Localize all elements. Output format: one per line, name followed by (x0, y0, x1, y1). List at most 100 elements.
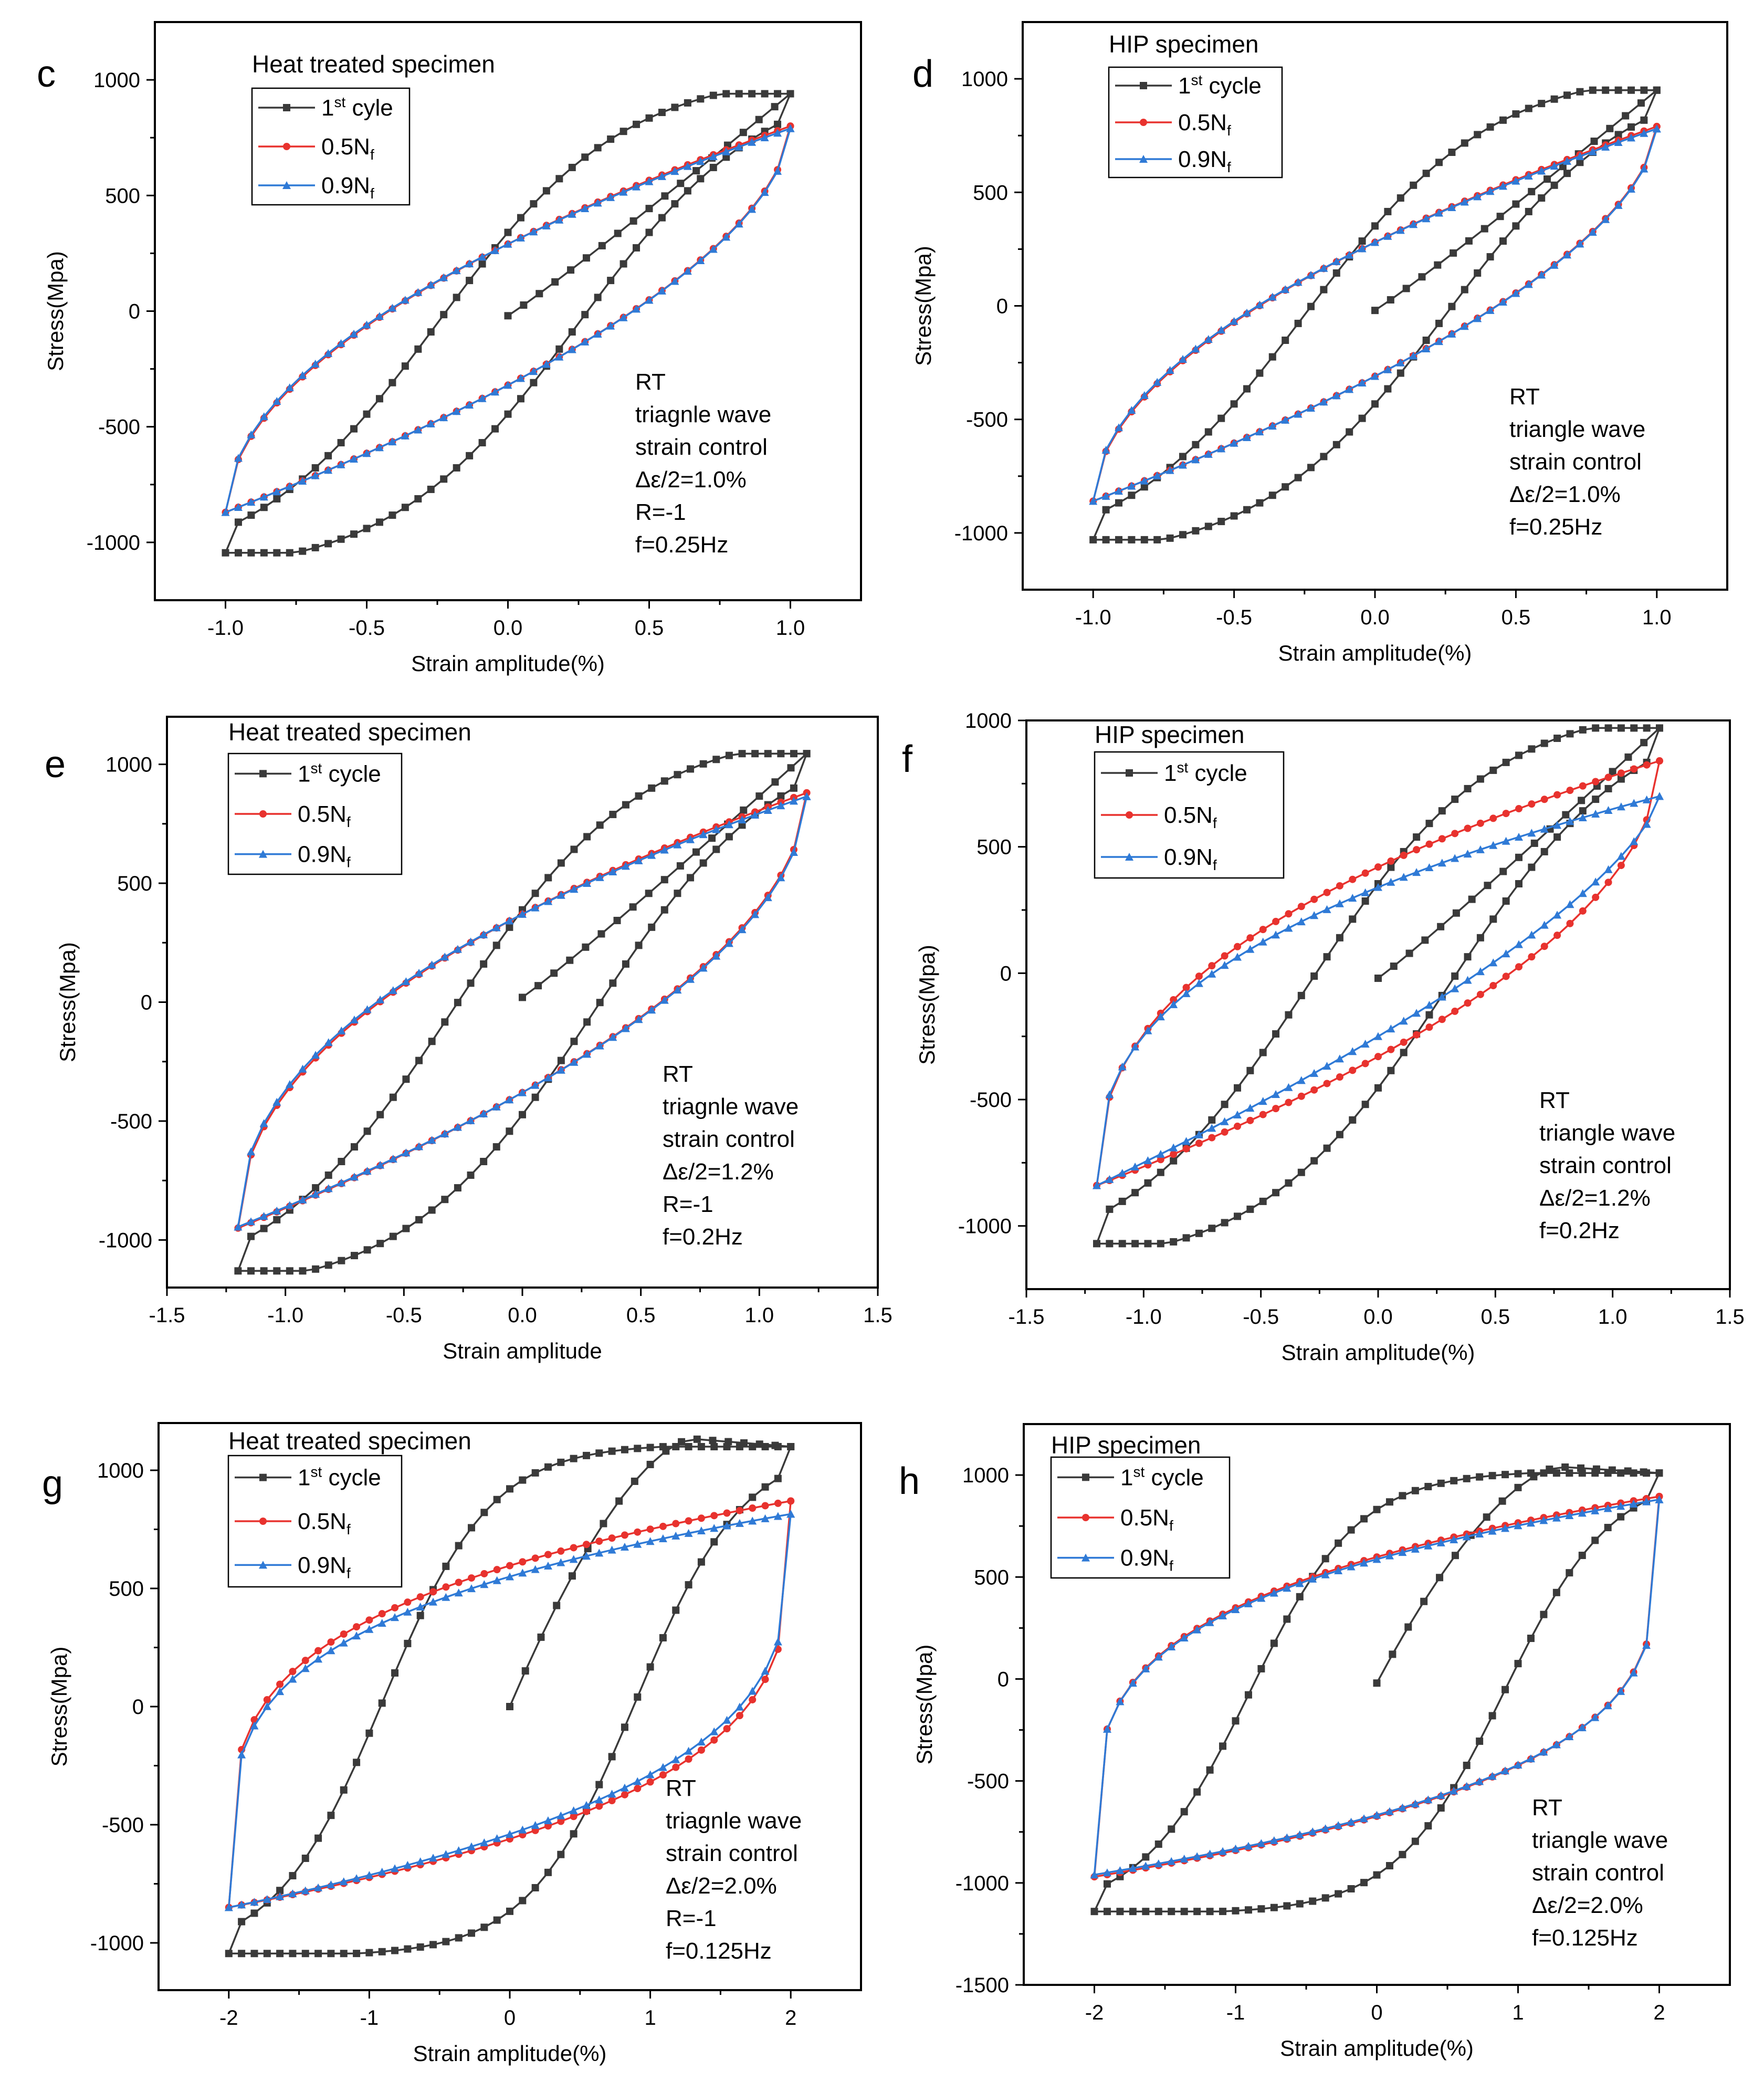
legend-label-main: 0.9N (1120, 1545, 1169, 1571)
data-point (1514, 1483, 1522, 1491)
data-point (1371, 400, 1379, 408)
data-point (1627, 184, 1635, 193)
data-point (621, 1723, 628, 1731)
data-point (1093, 1240, 1100, 1248)
legend-marker (1140, 82, 1147, 89)
data-point (427, 960, 436, 969)
data-point (1144, 1240, 1152, 1248)
data-point (619, 187, 628, 196)
data-point (1540, 824, 1549, 833)
data-point (1115, 499, 1122, 507)
data-point (755, 792, 763, 800)
data-point (620, 128, 627, 135)
legend-label: 1st cycle (1120, 1463, 1204, 1490)
data-point (480, 960, 488, 968)
y-tick-label: 500 (117, 872, 152, 895)
data-point (1624, 1467, 1632, 1475)
legend-marker (259, 1473, 267, 1481)
data-point (416, 1943, 424, 1951)
data-point (1474, 269, 1482, 277)
data-point (621, 862, 630, 870)
data-point (519, 1897, 527, 1905)
data-point (1361, 888, 1370, 896)
data-point (557, 1850, 565, 1858)
legend-marker (1140, 119, 1147, 126)
x-tick-label: 0.0 (494, 616, 523, 640)
data-point (1473, 314, 1482, 322)
data-point (755, 116, 763, 123)
data-point (1283, 1584, 1292, 1592)
data-point (1270, 1903, 1278, 1911)
data-point (503, 381, 512, 389)
data-point (1208, 1124, 1216, 1132)
data-point (673, 986, 682, 994)
data-point (301, 1664, 310, 1672)
data-point (710, 1538, 718, 1546)
data-point (1502, 949, 1510, 958)
legend-label-main: 0.5N (298, 801, 346, 827)
legend-label-sup: st (334, 94, 345, 110)
data-point (1358, 237, 1366, 245)
data-point (556, 1065, 565, 1074)
data-point (634, 856, 643, 864)
data-point (1566, 787, 1574, 794)
annotation-line: f=0.125Hz (666, 1938, 772, 1964)
data-point (1483, 1513, 1490, 1521)
data-point (1221, 952, 1228, 960)
data-point (1400, 851, 1408, 859)
data-point (480, 1580, 489, 1588)
data-point (478, 260, 486, 268)
data-point (426, 280, 435, 289)
data-point (298, 476, 307, 485)
data-point (1604, 724, 1612, 732)
y-tick-label: 0 (129, 300, 140, 323)
data-point (505, 1095, 514, 1104)
data-point (466, 277, 474, 285)
data-point (672, 1443, 680, 1450)
data-point (1387, 1066, 1395, 1074)
data-point (314, 1834, 322, 1842)
data-point (1387, 877, 1395, 886)
data-point (1182, 1234, 1190, 1242)
data-point (789, 848, 798, 856)
data-point (671, 200, 679, 208)
data-point (647, 1006, 656, 1014)
legend-marker (1125, 853, 1133, 861)
data-point (365, 1616, 373, 1624)
data-point (777, 750, 785, 758)
data-point (1297, 1168, 1305, 1176)
data-point (724, 939, 733, 947)
legend-label-main: 0.5N (1120, 1505, 1169, 1531)
data-point (1217, 444, 1226, 453)
data-point (1475, 1529, 1484, 1537)
data-point (440, 953, 449, 961)
y-axis-label: Stress(Mpa) (911, 246, 936, 366)
data-point (1614, 138, 1623, 147)
data-point (607, 135, 615, 143)
data-point (427, 485, 435, 493)
data-point (1348, 894, 1357, 902)
data-point (1219, 1908, 1227, 1916)
data-point (263, 1950, 271, 1958)
data-point (699, 964, 708, 972)
data-point (1565, 1511, 1574, 1519)
data-point (492, 1102, 501, 1111)
data-point (480, 1838, 489, 1846)
data-point (1552, 1513, 1561, 1522)
x-tick-label: 2 (785, 2006, 796, 2030)
data-point (1166, 534, 1174, 542)
x-tick-label: -1.5 (1009, 1305, 1045, 1329)
data-point (1361, 1101, 1369, 1108)
data-point (327, 1638, 335, 1646)
chart-title: Heat treated specimen (228, 1427, 471, 1455)
data-point (632, 182, 641, 191)
data-point (1154, 1859, 1163, 1868)
data-point (751, 750, 759, 758)
data-point (543, 1561, 552, 1570)
legend-label-sub: f (370, 185, 374, 202)
data-point (1604, 878, 1612, 886)
data-point (340, 1630, 348, 1638)
data-point (516, 233, 525, 242)
data-point (1268, 491, 1276, 499)
y-axis-label: Stress(Mpa) (43, 251, 68, 371)
